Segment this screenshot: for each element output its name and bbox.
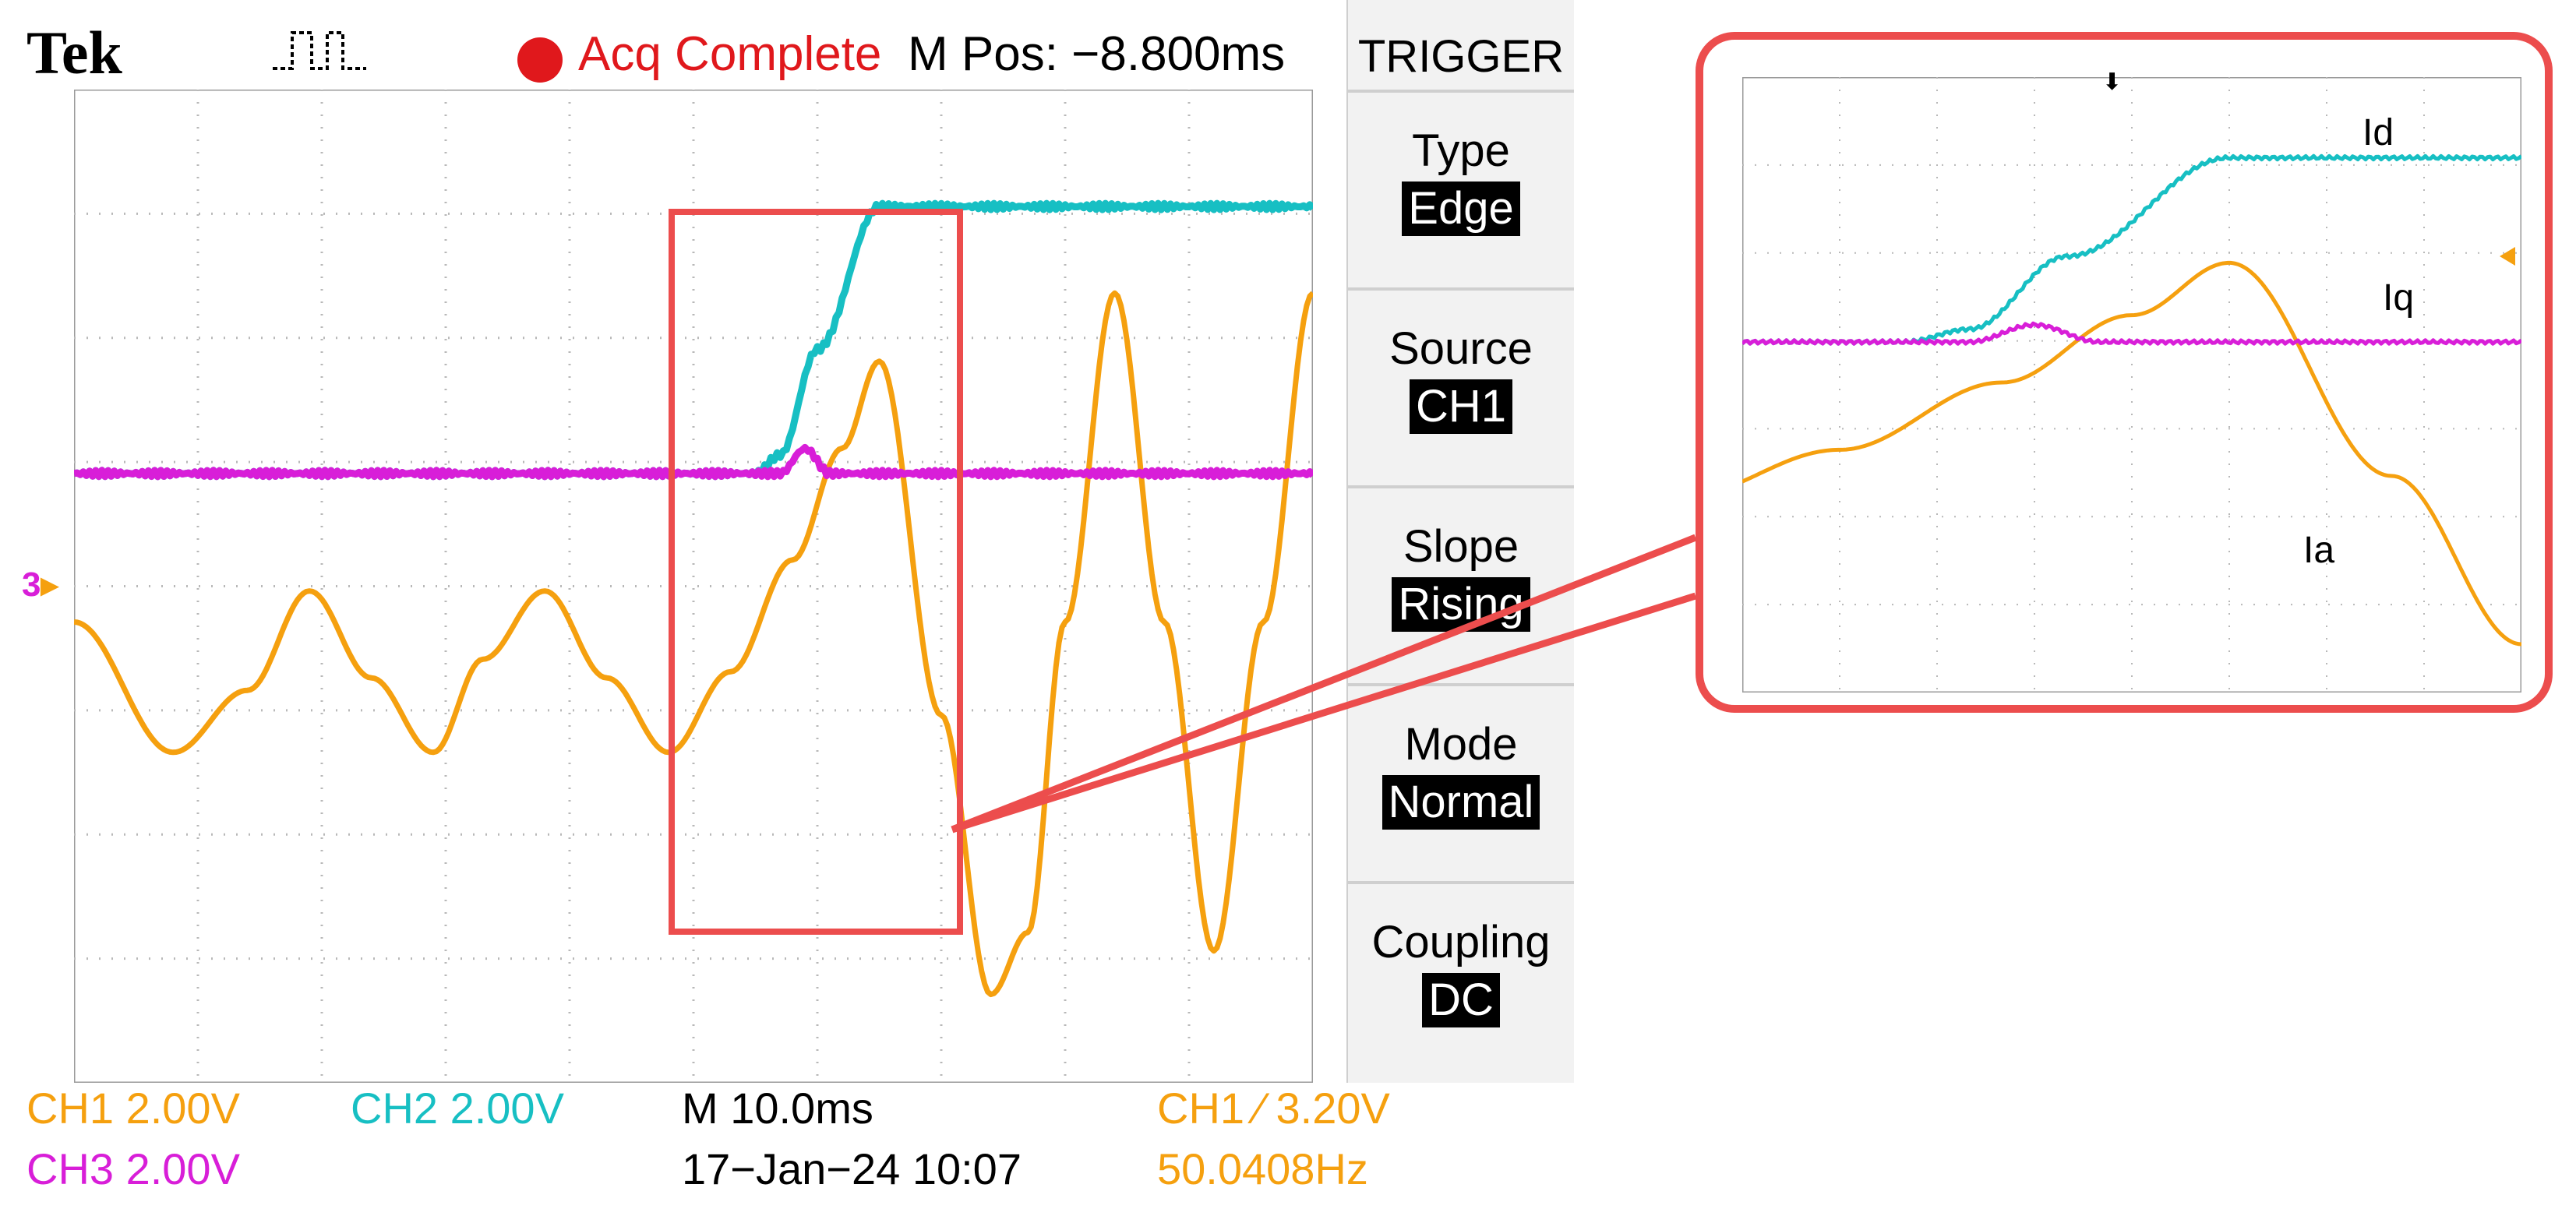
- menu-item-coupling[interactable]: Coupling DC: [1348, 881, 1574, 1082]
- trigger-level-readout: CH1 ∕ 3.20V: [1157, 1084, 1390, 1133]
- zoom-trace-ia: [1742, 260, 2521, 647]
- ch2-scale-readout: CH2 2.00V: [351, 1084, 564, 1133]
- menu-item-value: Rising: [1392, 577, 1530, 632]
- menu-title: TRIGGER: [1357, 31, 1565, 82]
- menu-item-value: DC: [1422, 973, 1500, 1027]
- brand-logo: Tek: [26, 19, 122, 86]
- date-time-readout: 17−Jan−24 10:07: [682, 1144, 1022, 1193]
- menu-item-value: Normal: [1382, 775, 1540, 830]
- menu-item-source[interactable]: Source CH1: [1348, 287, 1574, 488]
- menu-item-label: Type: [1412, 125, 1510, 176]
- ch3-ground-marker: 3▸: [22, 565, 58, 604]
- menu-item-value: CH1: [1409, 379, 1513, 434]
- graticule-border: [1742, 77, 2521, 693]
- zoom-graticule: [1742, 77, 2521, 693]
- acquisition-status: Acq Complete: [578, 27, 882, 81]
- graticule-border: [74, 90, 1313, 1083]
- iq-label: Iq: [2383, 277, 2415, 319]
- zoom-callout: Id Iq Ia ⬇: [1696, 32, 2553, 713]
- menu-item-slope[interactable]: Slope Rising: [1348, 485, 1574, 686]
- ground-marker-arrow-icon: ▸: [41, 566, 58, 604]
- ch1-scale-readout: CH1 2.00V: [26, 1084, 240, 1133]
- frequency-readout: 50.0408Hz: [1157, 1144, 1368, 1193]
- acquisition-stop-icon: [517, 37, 563, 83]
- main-position-readout: M Pos: −8.800ms: [908, 27, 1286, 81]
- ch3-scale-readout: CH3 2.00V: [26, 1144, 240, 1193]
- zoom-trigger-marker-icon: ⬇: [2102, 69, 2123, 95]
- menu-item-value: Edge: [1402, 182, 1520, 236]
- top-status-bar: Tek Acq Complete M Pos: −8.800ms: [0, 0, 1605, 90]
- id-label: Id: [2363, 112, 2394, 153]
- menu-item-label: Slope: [1403, 521, 1519, 572]
- ia-label: Ia: [2303, 530, 2335, 571]
- menu-item-type[interactable]: Type Edge: [1348, 90, 1574, 291]
- ground-marker-label: 3: [22, 566, 41, 604]
- zoom-trace-iq: [1742, 321, 2521, 346]
- menu-item-label: Mode: [1404, 719, 1518, 770]
- graticule: [74, 90, 1313, 1083]
- trigger-menu: TRIGGER Type Edge Source CH1 Slope Risin…: [1346, 0, 1574, 1083]
- menu-item-mode[interactable]: Mode Normal: [1348, 683, 1574, 884]
- oscilloscope-screen: Tek Acq Complete M Pos: −8.800ms 3▸ TRIG…: [0, 0, 1605, 1193]
- menu-item-label: Coupling: [1371, 917, 1551, 967]
- zoom-trigger-level-marker-icon: [2500, 247, 2515, 266]
- timebase-readout: M 10.0ms: [682, 1084, 873, 1133]
- menu-item-label: Source: [1389, 323, 1533, 374]
- trigger-waveform-icon: [269, 23, 370, 93]
